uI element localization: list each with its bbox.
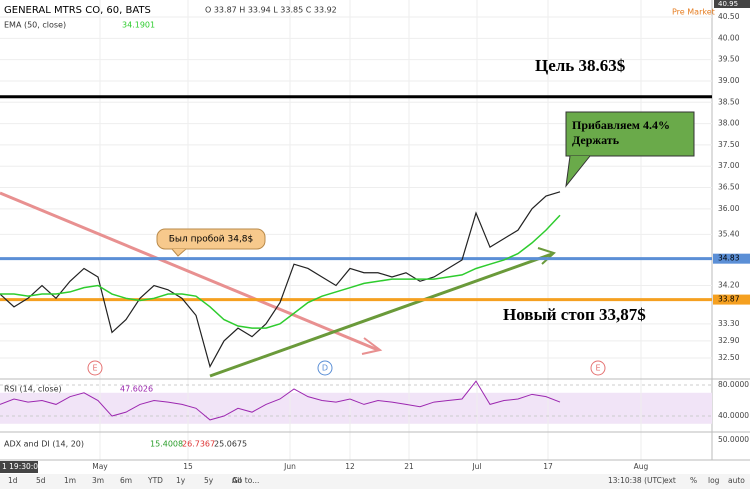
event-marker-label: E: [92, 364, 97, 373]
y-tick-label: 40.50: [718, 12, 740, 21]
y-tick-label: 40.00: [718, 33, 740, 42]
y-tick-label: 37.50: [718, 140, 740, 149]
event-marker-label: E: [595, 364, 600, 373]
y-tick-label: 39.50: [718, 55, 740, 64]
annotation: Новый стоп 33,87$: [503, 305, 646, 324]
price-line: [0, 191, 561, 369]
x-tick-label: May: [92, 462, 108, 471]
event-marker: [590, 360, 606, 376]
rsi-value: 47.6026: [120, 385, 153, 394]
y-tick-label: 36.50: [718, 183, 740, 192]
y-tick-label: 34.20: [718, 281, 740, 290]
range-button[interactable]: 1y: [176, 476, 186, 485]
x-tick-label: 15: [183, 462, 193, 471]
time-badge: [0, 461, 38, 473]
adx-tick: 50.0000: [718, 435, 749, 444]
price-badge-text: 40.95: [718, 0, 738, 8]
y-tick-label: 80.0000: [718, 380, 749, 389]
arrow-head: [537, 247, 556, 265]
rsi-label: RSI (14, close): [4, 385, 62, 394]
annotation: Цель 38.63$: [535, 56, 626, 75]
adx-value: 26.7367: [182, 440, 215, 449]
arrow-head: [361, 337, 383, 355]
callout-tail: [171, 248, 187, 257]
range-button[interactable]: All: [232, 476, 241, 485]
y-tick-label: 38.00: [718, 119, 740, 128]
ema-value: 34.1901: [122, 21, 155, 30]
ema-label: EMA (50, close): [4, 21, 66, 30]
x-tick-label: Jun: [283, 462, 296, 471]
option-button[interactable]: %: [690, 476, 697, 485]
time-badge-text: 1 19:30:00: [2, 462, 43, 471]
ema-line: [0, 214, 561, 329]
callout: [156, 228, 266, 250]
price-badge-text: 34.83: [718, 254, 740, 263]
range-button[interactable]: 5y: [204, 476, 214, 485]
range-button[interactable]: Go to...: [232, 476, 259, 485]
rsi-band: [0, 392, 712, 424]
annotation: Прибавляем 4.4%: [572, 118, 670, 132]
callout: [565, 111, 695, 157]
x-tick-label: 21: [404, 462, 414, 471]
y-tick-label: 37.00: [718, 161, 740, 170]
trend-line: [209, 252, 553, 378]
event-marker-label: D: [322, 364, 328, 373]
range-button[interactable]: 3m: [92, 476, 104, 485]
adx-label: ADX and DI (14, 20): [4, 440, 84, 449]
x-tick-label: Jul: [471, 462, 481, 471]
event-marker: [317, 360, 333, 376]
symbol: GENERAL MTRS CO, 60, BATS: [4, 5, 151, 16]
y-tick-label: 32.90: [718, 336, 740, 345]
y-tick-label: 33.30: [718, 319, 740, 328]
y-tick-label: 35.40: [718, 229, 740, 238]
trend-line: [0, 191, 379, 352]
annotation: Был пробой 34,8$: [169, 235, 254, 245]
clock: 13:10:38 (UTC): [608, 476, 665, 485]
rsi-line: [0, 380, 561, 421]
toolbar: [0, 474, 750, 489]
y-tick-label: 36.00: [718, 204, 740, 213]
adx-value: 15.4008: [150, 440, 183, 449]
price-badge: [713, 253, 750, 264]
range-button[interactable]: YTD: [147, 476, 163, 485]
price-badge: [714, 0, 750, 8]
option-button[interactable]: ext: [664, 476, 676, 485]
range-button[interactable]: 1m: [64, 476, 76, 485]
option-button[interactable]: auto: [728, 476, 745, 485]
pre-market[interactable]: Pre Market: [672, 8, 715, 17]
annotation: Держать: [572, 133, 620, 147]
range-button[interactable]: 1d: [8, 476, 18, 485]
y-tick-label: 40.0000: [718, 411, 749, 420]
callout-tail: [565, 155, 591, 188]
y-tick-label: 39.00: [718, 76, 740, 85]
adx-value: 25.0675: [214, 440, 247, 449]
range-button[interactable]: 5d: [36, 476, 46, 485]
y-tick-label: 32.50: [718, 353, 740, 362]
x-tick-label: 12: [345, 462, 355, 471]
price-badge: [713, 294, 750, 305]
y-tick-label: 38.50: [718, 97, 740, 106]
price-badge-text: 33.87: [718, 295, 740, 304]
option-button[interactable]: log: [708, 476, 720, 485]
event-marker: [87, 360, 103, 376]
range-button[interactable]: 6m: [120, 476, 132, 485]
ohlc: O 33.87 H 33.94 L 33.85 C 33.92: [205, 6, 337, 15]
x-tick-label: 17: [543, 462, 553, 471]
x-tick-label: Aug: [634, 462, 649, 471]
